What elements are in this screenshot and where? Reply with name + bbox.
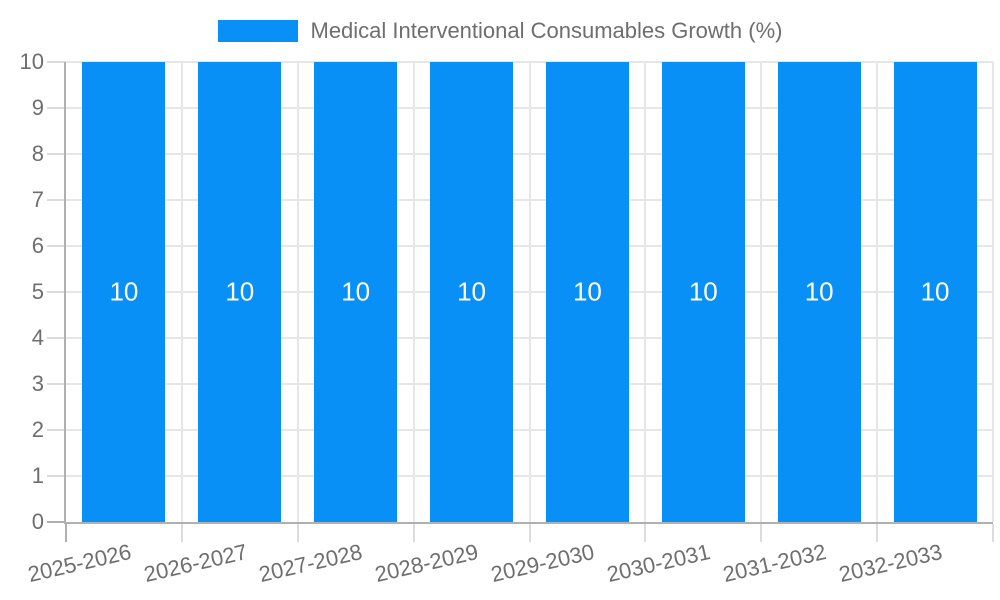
x-axis-line (64, 522, 993, 524)
x-gridline (528, 62, 531, 522)
y-tick-mark (47, 383, 66, 385)
bar-value-label: 10 (225, 276, 255, 307)
x-tick-label: 2025-2026 (25, 539, 134, 588)
bar[interactable]: 10 (545, 62, 629, 522)
y-tick-label: 7 (31, 187, 44, 212)
x-tick-mark (180, 524, 183, 542)
bar-value-label: 10 (572, 276, 602, 307)
y-tick-label: 1 (31, 463, 44, 488)
legend[interactable]: Medical Interventional Consumables Growt… (0, 17, 1000, 45)
x-gridline (992, 62, 994, 522)
y-tick-label: 10 (19, 49, 44, 74)
y-tick-mark (47, 337, 66, 339)
x-tick-label: 2032-2033 (836, 539, 945, 588)
x-tick-mark (528, 524, 531, 542)
x-tick-label: 2031-2032 (720, 539, 829, 588)
bar-value-label: 10 (688, 276, 718, 307)
y-tick-mark (47, 521, 66, 523)
x-gridline (876, 62, 879, 522)
bar[interactable]: 10 (777, 62, 861, 522)
y-tick-mark (47, 291, 66, 293)
x-tick-label: 2028-2029 (372, 539, 481, 588)
x-tick-label: 2026-2027 (141, 539, 250, 588)
y-tick-label: 4 (31, 325, 44, 350)
y-tick-mark (47, 475, 66, 477)
y-tick-label: 3 (31, 371, 44, 396)
x-tick-mark (876, 524, 879, 542)
x-tick-mark (992, 524, 994, 542)
x-gridline (296, 62, 299, 522)
y-tick-label: 2 (31, 417, 44, 442)
y-tick-label: 6 (31, 233, 44, 258)
bar[interactable]: 10 (661, 62, 745, 522)
legend-label: Medical Interventional Consumables Growt… (310, 18, 783, 43)
legend-swatch-icon (217, 20, 298, 42)
bar[interactable]: 10 (82, 62, 166, 522)
x-gridline (412, 62, 415, 522)
y-tick-mark (47, 199, 66, 201)
y-tick-label: 5 (31, 279, 44, 304)
bar-value-label: 10 (109, 276, 139, 307)
y-tick-label: 9 (31, 95, 44, 120)
bar[interactable]: 10 (198, 62, 282, 522)
bar-value-label: 10 (341, 276, 371, 307)
x-tick-label: 2030-2031 (604, 539, 713, 588)
x-gridline (180, 62, 183, 522)
x-tick-mark (644, 524, 647, 542)
bar[interactable]: 10 (430, 62, 514, 522)
y-axis-line (64, 62, 66, 524)
bar-value-label: 10 (804, 276, 834, 307)
x-tick-label: 2027-2028 (256, 539, 366, 588)
x-tick-mark (65, 524, 67, 542)
x-tick-mark (296, 524, 299, 542)
y-tick-mark (47, 61, 66, 63)
y-tick-label: 8 (31, 141, 44, 166)
x-gridline (644, 62, 647, 522)
x-tick-label: 2029-2030 (488, 539, 597, 588)
y-tick-mark (47, 153, 66, 155)
x-tick-mark (760, 524, 763, 542)
y-tick-mark (47, 107, 66, 109)
bar-value-label: 10 (457, 276, 487, 307)
bar[interactable]: 10 (893, 62, 977, 522)
x-tick-mark (412, 524, 415, 542)
bar-value-label: 10 (920, 276, 950, 307)
y-tick-label: 0 (31, 509, 44, 534)
bar[interactable]: 10 (314, 62, 398, 522)
y-tick-mark (47, 429, 66, 431)
y-tick-mark (47, 245, 66, 247)
x-gridline (760, 62, 763, 522)
